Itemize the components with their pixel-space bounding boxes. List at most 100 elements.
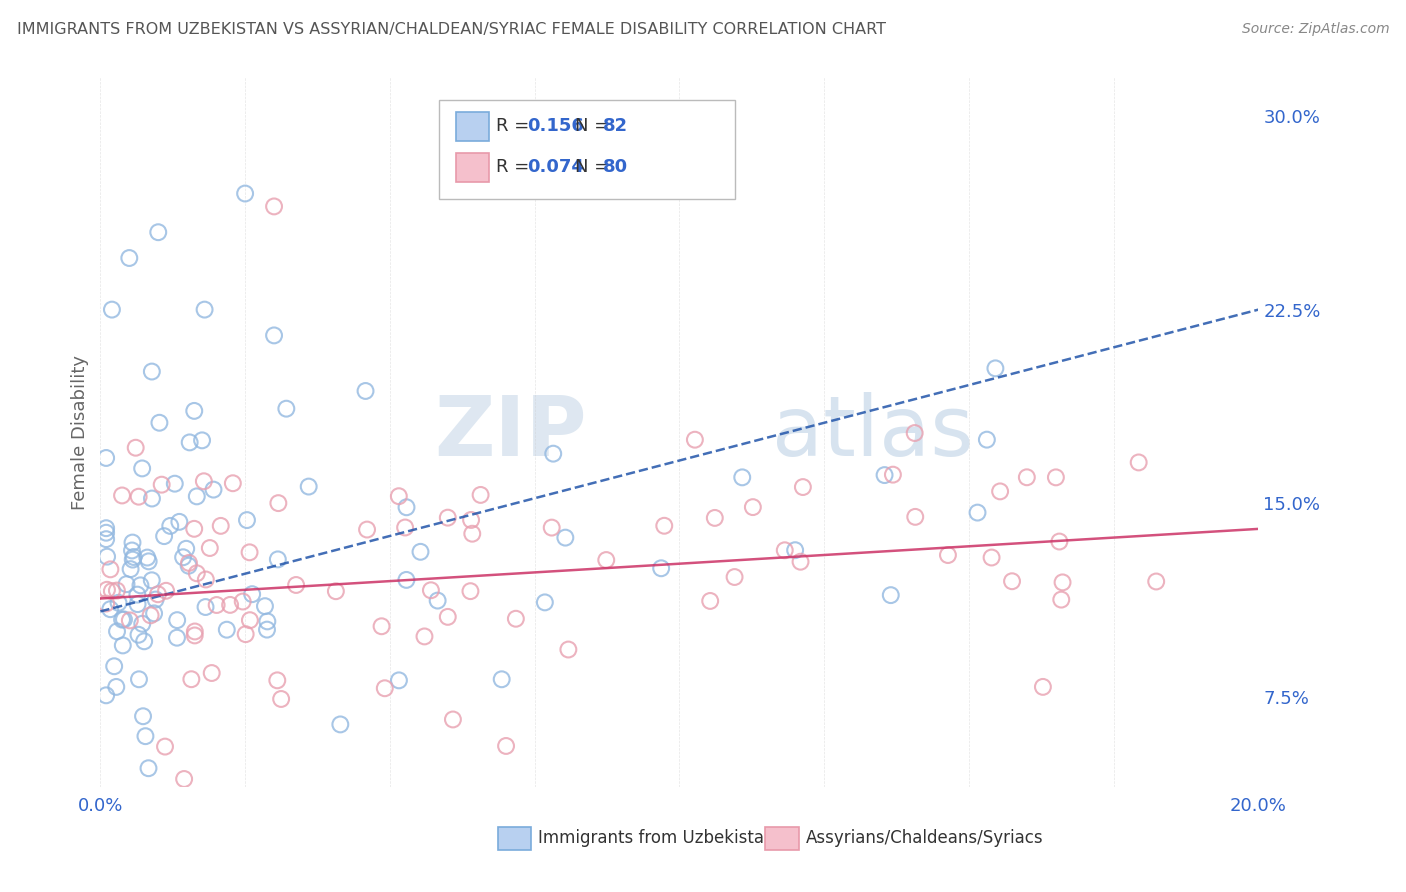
Point <box>166 613 188 627</box>
Point <box>115 577 138 591</box>
Point <box>122 549 145 564</box>
Point <box>374 681 396 696</box>
Point <box>773 543 796 558</box>
Point <box>240 587 263 601</box>
Point <box>120 562 142 576</box>
Point <box>461 526 484 541</box>
Point <box>111 613 134 627</box>
Point <box>111 639 134 653</box>
Point <box>177 556 200 570</box>
Point <box>150 477 173 491</box>
Point <box>148 225 170 239</box>
Point <box>882 467 904 482</box>
Point <box>395 573 418 587</box>
Point <box>256 623 278 637</box>
Point <box>163 476 186 491</box>
Point <box>491 673 513 687</box>
Point <box>723 570 745 584</box>
Point <box>128 490 150 504</box>
Point <box>980 550 1002 565</box>
Point <box>792 480 814 494</box>
Point <box>148 416 170 430</box>
Text: Assyrians/Chaldeans/Syriacs: Assyrians/Chaldeans/Syriacs <box>806 830 1043 847</box>
Point <box>127 628 149 642</box>
Point <box>557 642 579 657</box>
Point <box>239 613 262 627</box>
Point <box>136 550 159 565</box>
Point <box>652 518 675 533</box>
Point <box>194 302 217 317</box>
Text: 0.156: 0.156 <box>527 117 583 135</box>
Point <box>356 523 378 537</box>
Point <box>270 692 292 706</box>
Point <box>285 578 308 592</box>
Text: N =: N = <box>575 117 614 135</box>
Point <box>205 598 228 612</box>
Point <box>976 433 998 447</box>
Point <box>388 489 411 503</box>
Point <box>105 680 128 694</box>
Point <box>127 597 149 611</box>
Point <box>172 550 194 565</box>
Point <box>873 468 896 483</box>
Point <box>263 328 285 343</box>
Point <box>1050 592 1073 607</box>
Text: Source: ZipAtlas.com: Source: ZipAtlas.com <box>1241 22 1389 37</box>
Point <box>741 500 763 515</box>
Point <box>534 595 557 609</box>
Point <box>153 739 176 754</box>
Point <box>413 629 436 643</box>
Point <box>131 461 153 475</box>
Point <box>683 433 706 447</box>
Point <box>276 401 298 416</box>
Point <box>731 470 754 484</box>
Point <box>880 588 903 602</box>
Point <box>699 594 721 608</box>
Y-axis label: Female Disability: Female Disability <box>72 355 89 509</box>
Point <box>105 624 128 639</box>
Point <box>94 450 117 465</box>
Point <box>153 529 176 543</box>
Point <box>984 361 1007 376</box>
Point <box>180 672 202 686</box>
Point <box>107 596 129 610</box>
Point <box>370 619 392 633</box>
Point <box>650 561 672 575</box>
Point <box>186 489 208 503</box>
Point <box>141 365 163 379</box>
Point <box>966 506 988 520</box>
Point <box>128 673 150 687</box>
Point <box>96 549 118 564</box>
Point <box>329 717 352 731</box>
Point <box>201 666 224 681</box>
Point <box>139 608 162 623</box>
Point <box>166 631 188 645</box>
Point <box>1144 574 1167 589</box>
Point <box>540 520 562 534</box>
Point <box>426 593 449 607</box>
Point <box>436 610 458 624</box>
Point <box>222 476 245 491</box>
Point <box>595 553 617 567</box>
Point <box>129 578 152 592</box>
Point <box>904 509 927 524</box>
Point <box>198 541 221 555</box>
Point <box>232 594 254 608</box>
Text: IMMIGRANTS FROM UZBEKISTAN VS ASSYRIAN/CHALDEAN/SYRIAC FEMALE DISABILITY CORRELA: IMMIGRANTS FROM UZBEKISTAN VS ASSYRIAN/C… <box>17 22 886 37</box>
Point <box>904 425 927 440</box>
Point <box>138 761 160 775</box>
Point <box>118 613 141 627</box>
Point <box>460 513 482 527</box>
Point <box>191 434 214 448</box>
Point <box>267 552 290 566</box>
Point <box>183 522 205 536</box>
Point <box>134 634 156 648</box>
Point <box>239 545 262 559</box>
Text: atlas: atlas <box>772 392 974 473</box>
Text: 80: 80 <box>603 158 628 176</box>
Point <box>194 600 217 615</box>
Point <box>1128 455 1150 469</box>
Text: R =: R = <box>496 117 536 135</box>
Point <box>441 713 464 727</box>
Point <box>96 582 118 597</box>
